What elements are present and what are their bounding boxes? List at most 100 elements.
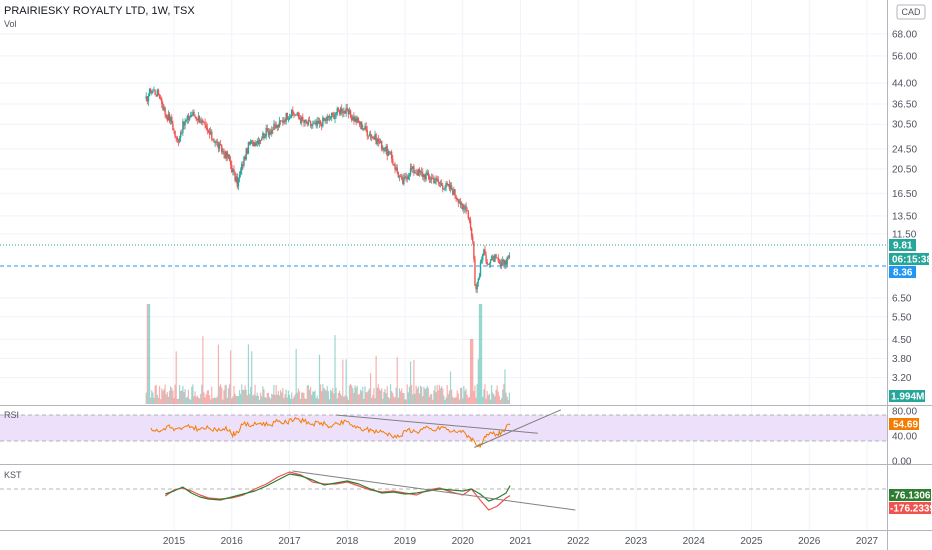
candle-body	[359, 121, 362, 125]
candle-body	[460, 203, 463, 205]
rsi-label: RSI	[4, 410, 19, 420]
volume-bar	[366, 392, 368, 404]
candle-body	[390, 151, 393, 159]
candle-body	[232, 169, 234, 172]
volume-bar	[431, 393, 433, 404]
volume-bar	[351, 385, 353, 404]
volume-bar	[168, 390, 171, 404]
volume-bar	[478, 304, 481, 404]
candle-body	[450, 185, 453, 191]
volume-bar	[265, 397, 267, 404]
volume-bar	[151, 390, 153, 404]
candle-body	[415, 172, 417, 174]
volume-bar	[145, 392, 147, 404]
time-tick-label: 2023	[625, 536, 648, 547]
volume-bar	[471, 339, 473, 404]
price-tick-label: 20.50	[892, 164, 917, 175]
candle-body	[199, 122, 202, 124]
volume-bar	[456, 390, 458, 404]
candle-body	[368, 134, 371, 137]
volume-bar	[347, 399, 349, 404]
volume-bar	[275, 384, 277, 404]
candle-body	[254, 142, 256, 146]
volume-bar	[392, 392, 394, 404]
volume-bar	[364, 386, 366, 404]
volume-bar	[381, 388, 383, 404]
volume-bar	[354, 385, 356, 404]
volume-bar	[388, 398, 391, 404]
volume-bar	[303, 392, 305, 404]
candle-body	[266, 128, 268, 131]
candle-body	[382, 147, 384, 150]
candle-body	[288, 118, 291, 120]
candle-body	[466, 210, 468, 212]
price-axis[interactable]: 68.00 56.00 44.00 36.50 30.50 24.50 20.50 16.50…	[892, 30, 917, 385]
candle-body	[205, 125, 207, 128]
time-tick-label: 2020	[452, 536, 475, 547]
volume-bar	[196, 395, 198, 404]
candle-body	[404, 176, 406, 178]
volume-bar	[231, 398, 233, 404]
rsi-pane	[0, 409, 887, 448]
candle-body	[213, 139, 215, 143]
volume-bar	[499, 399, 502, 404]
kst-signal-line	[165, 473, 511, 502]
volume-bar	[186, 396, 188, 404]
candle-body	[247, 142, 250, 154]
volume-bar	[153, 397, 155, 404]
candle-body	[243, 156, 245, 166]
volume-bar	[322, 384, 324, 404]
candle-body	[416, 173, 418, 176]
volume-bar	[479, 304, 482, 404]
candle-body	[197, 116, 200, 121]
candle-body	[395, 167, 397, 170]
candle-body	[316, 121, 318, 126]
candle-body	[267, 130, 270, 136]
volume-bar	[240, 393, 242, 404]
volume-bar	[266, 392, 268, 404]
candle-body	[400, 176, 403, 179]
volume-badge	[889, 390, 925, 402]
candle-body	[326, 116, 328, 121]
volume-bar	[355, 387, 357, 404]
time-axis[interactable]: 2015 2016 2017 2018 2019 2020 2021 2022 2023 2024…	[163, 536, 879, 547]
volume-bar	[300, 398, 302, 404]
volume-bar	[304, 398, 306, 404]
volume-bar	[473, 391, 475, 404]
candle-body	[447, 184, 450, 186]
candle-body	[217, 142, 220, 149]
volume-bar	[345, 359, 347, 404]
candle-body	[340, 108, 343, 113]
volume-bar	[276, 394, 278, 404]
volume-bar	[498, 395, 500, 404]
volume-bar	[373, 388, 375, 404]
volume-bar	[193, 395, 195, 404]
volume-bar	[271, 393, 273, 404]
volume-bar	[286, 397, 288, 404]
candle-body	[281, 120, 283, 122]
volume-bar	[505, 392, 507, 404]
volume-bar	[252, 395, 254, 404]
volume-bar	[377, 384, 379, 404]
price-tick-label: 5.50	[892, 312, 912, 323]
volume-bar	[504, 369, 506, 404]
volume-bar	[233, 385, 235, 404]
kst-label: KST	[4, 470, 22, 480]
candle-body	[212, 138, 214, 140]
candle-body	[147, 95, 150, 102]
candle-body	[278, 120, 281, 128]
candle-body	[173, 130, 175, 131]
candle-body	[479, 261, 482, 277]
volume-bar	[446, 384, 448, 404]
currency-button[interactable]	[896, 4, 926, 20]
candle-body	[191, 114, 193, 116]
rsi-axis[interactable]: 80.00 40.00 0.00	[892, 407, 917, 468]
candle-body	[256, 140, 258, 144]
candle-body	[374, 134, 376, 140]
candle-body	[168, 114, 171, 122]
volume-bar	[496, 385, 498, 404]
volume-bar	[197, 397, 200, 404]
time-tick-label: 2016	[221, 536, 244, 547]
volume-bar	[171, 387, 173, 404]
